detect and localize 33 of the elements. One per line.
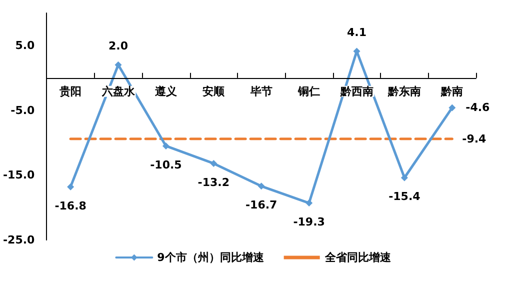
x-tick-label: 黔东南 — [386, 84, 421, 98]
data-label: 4.1 — [347, 26, 366, 39]
x-tick-label: 铜仁 — [297, 84, 320, 98]
x-tick-label: 黔南 — [440, 84, 464, 98]
data-label: -15.4 — [388, 190, 421, 204]
data-label: -16.8 — [54, 199, 86, 212]
legend-label: 全省同比增速 — [324, 251, 392, 264]
y-tick-label: 5.0 — [15, 38, 36, 52]
legend-label: 9个市（州）同比增速 — [157, 251, 265, 264]
data-label: -10.5 — [150, 158, 182, 172]
y-tick-label: -5.0 — [10, 104, 36, 117]
point — [210, 160, 218, 167]
data-label: -13.2 — [198, 176, 230, 189]
point — [67, 183, 74, 190]
x-tick-label: 遵义 — [154, 84, 178, 98]
point — [258, 182, 265, 190]
data-label: -9.4 — [462, 132, 487, 146]
data-label: -4.6 — [466, 101, 490, 114]
x-tick-label: 毕节 — [249, 84, 272, 98]
point — [114, 61, 122, 68]
data-label: -16.7 — [245, 198, 278, 212]
x-tick-label: 安顺 — [202, 84, 226, 98]
data-label: 2.0 — [108, 39, 128, 52]
y-tick-label: -25.0 — [2, 234, 36, 246]
point — [162, 142, 170, 150]
x-tick-label: 黔西南 — [339, 84, 374, 98]
x-tick-label: 贵阳 — [58, 84, 82, 98]
data-label: -19.3 — [293, 216, 325, 229]
x-tick-label: 六盘水 — [100, 84, 136, 98]
point — [306, 200, 313, 207]
point — [448, 104, 456, 112]
point — [400, 174, 408, 182]
y-tick-label: -15.0 — [2, 168, 36, 182]
